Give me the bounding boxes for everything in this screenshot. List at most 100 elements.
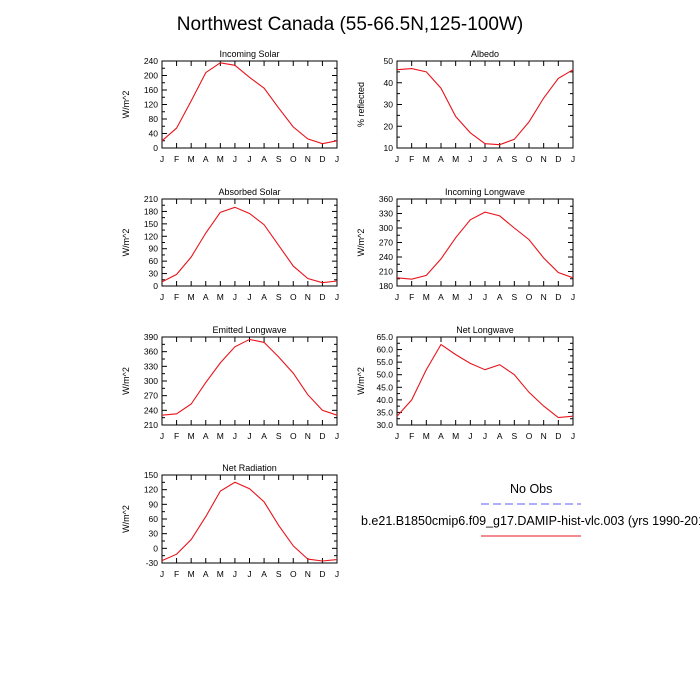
y-tick-label: 60 [149,256,159,266]
y-tick-label: 55.0 [376,357,393,367]
x-tick-label: O [290,569,297,579]
y-tick-label: 30 [149,269,159,279]
x-tick-label: D [555,154,561,164]
y-tick-label: 30 [149,529,159,539]
x-tick-label: F [409,292,414,302]
y-tick-label: 50.0 [376,370,393,380]
x-tick-label: A [261,431,267,441]
x-tick-label: O [290,292,297,302]
y-tick-label: 300 [379,223,393,233]
x-tick-label: M [423,154,430,164]
x-tick-label: D [319,569,325,579]
x-tick-label: D [319,431,325,441]
x-tick-label: S [276,292,282,302]
y-tick-label: 240 [379,252,393,262]
series-line-model [161,338,338,416]
y-tick-label: 210 [379,267,393,277]
y-tick-label: 200 [144,71,158,81]
x-tick-label: J [160,431,164,441]
y-tick-label: 90 [149,499,159,509]
y-tick-label: 160 [144,85,158,95]
x-tick-label: J [233,154,237,164]
x-tick-label: M [188,569,195,579]
panel-title: Incoming Longwave [445,187,525,197]
y-tick-label: 270 [144,391,158,401]
y-tick-label: 60.0 [376,345,393,355]
y-tick-label: 210 [144,420,158,430]
x-tick-label: J [571,154,575,164]
x-tick-label: A [203,431,209,441]
y-tick-label: -30 [146,558,159,568]
x-tick-label: N [305,154,311,164]
y-axis-label: W/m^2 [356,229,366,257]
panel-title: Incoming Solar [219,49,279,59]
chart-panel-5: J F M A M J J A S O N D J210240270300330360390Emitte… [121,325,339,441]
x-tick-label: J [468,431,472,441]
x-tick-label: A [261,292,267,302]
plot-frame [161,336,338,426]
x-tick-label: A [438,431,444,441]
series-line-model [161,62,338,145]
x-tick-label: D [319,154,325,164]
x-tick-label: F [409,431,414,441]
x-tick-label: D [319,292,325,302]
x-tick-label: M [217,431,224,441]
x-tick-label: M [452,431,459,441]
x-tick-label: M [452,154,459,164]
y-tick-label: 240 [144,405,158,415]
x-tick-label: M [188,154,195,164]
x-tick-label: A [261,569,267,579]
x-tick-label: N [541,292,547,302]
x-tick-label: J [160,569,164,579]
x-tick-label: J [571,431,575,441]
y-tick-label: 0 [153,543,158,553]
x-tick-label: J [247,431,251,441]
x-tick-label: M [423,292,430,302]
y-tick-label: 360 [144,347,158,357]
plot-frame [161,60,338,149]
x-tick-label: S [276,431,282,441]
series-line-model [396,343,574,419]
y-tick-label: 50 [384,56,394,66]
x-tick-label: M [217,292,224,302]
y-tick-label: 150 [144,470,158,480]
x-tick-label: M [188,292,195,302]
x-tick-label: A [203,569,209,579]
x-tick-label: J [468,292,472,302]
y-axis-label: % reflected [356,82,366,127]
y-tick-label: 270 [379,238,393,248]
x-tick-label: F [174,569,179,579]
y-tick-label: 240 [144,56,158,66]
y-tick-label: 330 [379,209,393,219]
series-line-model [161,481,338,562]
chart-panel-4: J F M A M J J A S O N D J180210240270300330360Incomi… [356,187,575,302]
y-tick-label: 10 [384,143,394,153]
legend-obs-label: No Obs [510,482,553,496]
x-tick-label: S [276,569,282,579]
y-tick-label: 30 [384,100,394,110]
panel-title: Net Longwave [456,325,514,335]
x-tick-label: J [335,292,339,302]
x-tick-label: A [261,154,267,164]
plot-frame [396,60,574,149]
y-tick-label: 90 [149,244,159,254]
y-tick-label: 390 [144,332,158,342]
y-tick-label: 65.0 [376,332,393,342]
series-line-model [396,68,574,146]
plot-frame [396,336,574,426]
x-tick-label: J [483,292,487,302]
y-tick-label: 180 [379,281,393,291]
x-tick-label: J [395,154,399,164]
x-tick-label: O [526,292,533,302]
x-tick-label: J [247,292,251,302]
panel-title: Absorbed Solar [218,187,280,197]
legend-model-label: b.e21.B1850cmip6.f09_g17.DAMIP-hist-vlc.… [361,514,700,528]
x-tick-label: A [497,154,503,164]
x-tick-label: A [203,154,209,164]
y-tick-label: 180 [144,206,158,216]
x-tick-label: M [452,292,459,302]
y-tick-label: 360 [379,194,393,204]
y-tick-label: 210 [144,194,158,204]
